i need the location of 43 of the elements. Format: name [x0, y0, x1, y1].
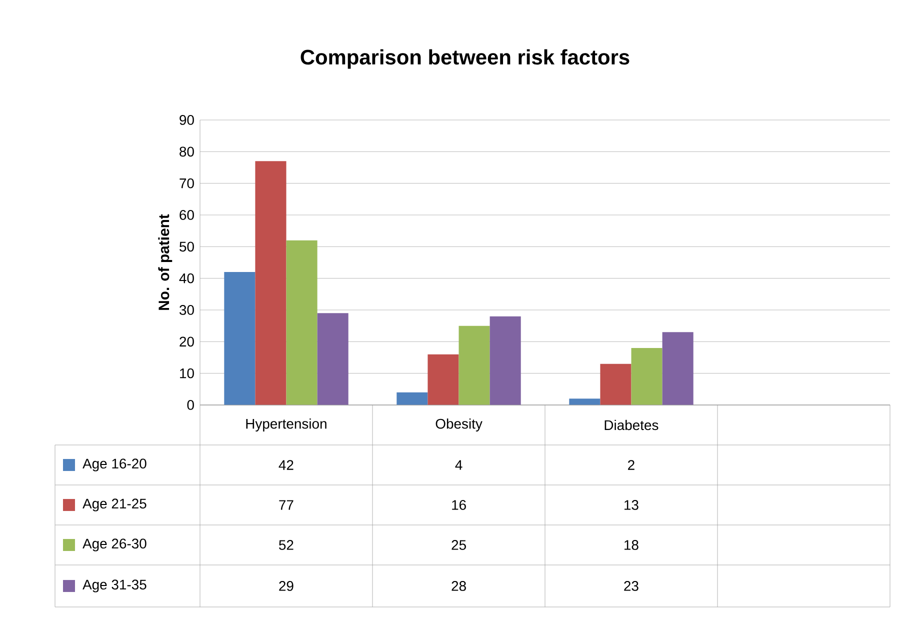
x-tick-label: Diabetes: [604, 420, 658, 430]
y-tick-label: 90: [180, 115, 194, 125]
x-tick-label: Obesity: [436, 418, 482, 432]
y-tick-label: 30: [180, 305, 194, 315]
legend-label: Age 26-30: [82, 538, 146, 552]
y-axis-title: No. of patient: [158, 214, 172, 310]
data-label: 18: [624, 540, 638, 550]
legend-label: Age 31-35: [82, 580, 146, 592]
y-tick-label: 0: [187, 400, 194, 410]
y-tick-label: 80: [180, 146, 194, 157]
bar: [224, 272, 256, 405]
legend-label: Age 21-25: [82, 498, 146, 512]
data-label: 77: [279, 500, 294, 510]
bar: [286, 240, 318, 405]
data-label: 23: [624, 581, 638, 591]
y-tick-label: 10: [180, 368, 194, 378]
data-label: 52: [279, 540, 294, 550]
bar: [569, 398, 600, 405]
bar: [490, 316, 521, 405]
y-tick-label: 40: [179, 273, 194, 284]
data-label: 29: [279, 581, 294, 591]
bar: [396, 392, 428, 405]
bar: [317, 313, 348, 405]
data-label: 2: [628, 460, 634, 470]
data-label: 16: [452, 500, 466, 510]
bar: [631, 348, 662, 405]
data-label: 13: [624, 500, 638, 510]
x-tick-label: Hypertension: [246, 418, 326, 432]
bar: [662, 332, 694, 405]
bar: [255, 161, 286, 405]
chart-title: Comparison between risk factors: [300, 49, 630, 69]
y-tick-label: 20: [180, 336, 194, 347]
bar: [458, 326, 490, 405]
bar: [600, 364, 632, 405]
y-tick-label: 70: [180, 178, 194, 188]
data-label: 42: [278, 460, 294, 470]
legend-label: Age 16-20: [82, 458, 146, 472]
y-tick-label: 50: [180, 242, 194, 252]
y-tick-label: 60: [180, 210, 194, 220]
data-label: 4: [455, 460, 462, 470]
data-label: 28: [452, 581, 466, 591]
bar: [428, 354, 459, 405]
data-label: 25: [452, 540, 466, 550]
